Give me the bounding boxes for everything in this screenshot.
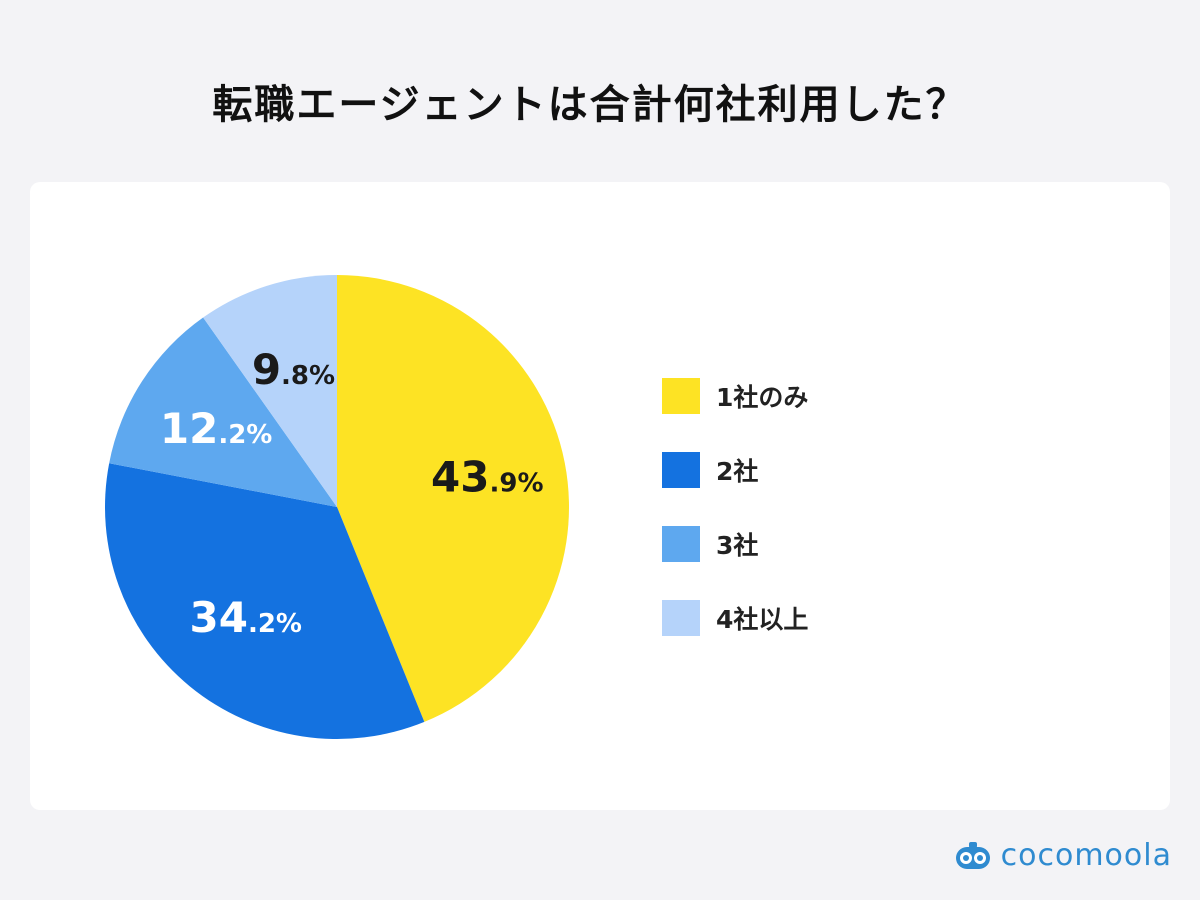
legend-swatch [662, 452, 700, 488]
slice-value-label: 12.2% [160, 404, 272, 453]
legend-swatch [662, 378, 700, 414]
legend-label: 3社 [716, 531, 759, 560]
legend-item-1: 1社のみ [662, 378, 808, 414]
legend-label: 2社 [716, 457, 759, 486]
legend-item-4: 4社以上 [662, 600, 808, 636]
brand-logo: cocomoola [953, 838, 1172, 873]
brand-name: cocomoola [1000, 838, 1172, 873]
legend-item-3: 3社 [662, 526, 808, 562]
legend-swatch [662, 526, 700, 562]
pie-slice [105, 463, 425, 739]
chart-title: 転職エージェントは合計何社利用した？ [212, 82, 968, 128]
legend-swatch [662, 600, 700, 636]
pie-slice [337, 275, 569, 722]
legend-label: 4社以上 [716, 605, 809, 634]
robot-face-icon [955, 841, 990, 869]
slice-value-label: 34.2% [189, 593, 301, 642]
slice-value-label: 43.9% [431, 453, 543, 502]
pie-slice [203, 275, 337, 507]
legend-item-2: 2社 [662, 452, 808, 488]
legend-label: 1社のみ [716, 383, 809, 412]
legend: 1社のみ 2社 3社 4社以上 [662, 378, 808, 674]
slice-value-label: 9.8% [252, 345, 335, 394]
pie-slice [109, 317, 337, 507]
